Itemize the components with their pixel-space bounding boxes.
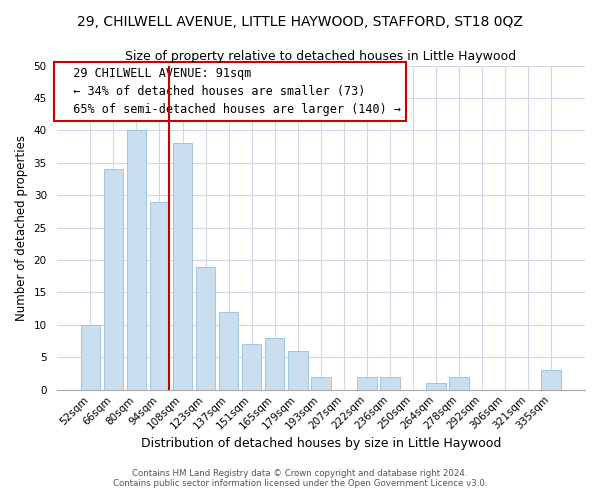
Bar	[311, 377, 331, 390]
Bar	[265, 338, 284, 390]
Bar	[149, 202, 169, 390]
Bar	[173, 144, 193, 390]
Bar	[449, 377, 469, 390]
Bar	[127, 130, 146, 390]
Text: Contains public sector information licensed under the Open Government Licence v3: Contains public sector information licen…	[113, 478, 487, 488]
Bar	[541, 370, 561, 390]
Bar	[196, 266, 215, 390]
Bar	[357, 377, 377, 390]
Bar	[219, 312, 238, 390]
Bar	[242, 344, 262, 390]
Title: Size of property relative to detached houses in Little Haywood: Size of property relative to detached ho…	[125, 50, 517, 63]
X-axis label: Distribution of detached houses by size in Little Haywood: Distribution of detached houses by size …	[140, 437, 501, 450]
Bar	[288, 351, 308, 390]
Bar	[426, 383, 446, 390]
Y-axis label: Number of detached properties: Number of detached properties	[15, 134, 28, 320]
Text: Contains HM Land Registry data © Crown copyright and database right 2024.: Contains HM Land Registry data © Crown c…	[132, 468, 468, 477]
Text: 29, CHILWELL AVENUE, LITTLE HAYWOOD, STAFFORD, ST18 0QZ: 29, CHILWELL AVENUE, LITTLE HAYWOOD, STA…	[77, 15, 523, 29]
Bar	[104, 170, 123, 390]
Text: 29 CHILWELL AVENUE: 91sqm
  ← 34% of detached houses are smaller (73)
  65% of s: 29 CHILWELL AVENUE: 91sqm ← 34% of detac…	[59, 67, 401, 116]
Bar	[80, 325, 100, 390]
Bar	[380, 377, 400, 390]
